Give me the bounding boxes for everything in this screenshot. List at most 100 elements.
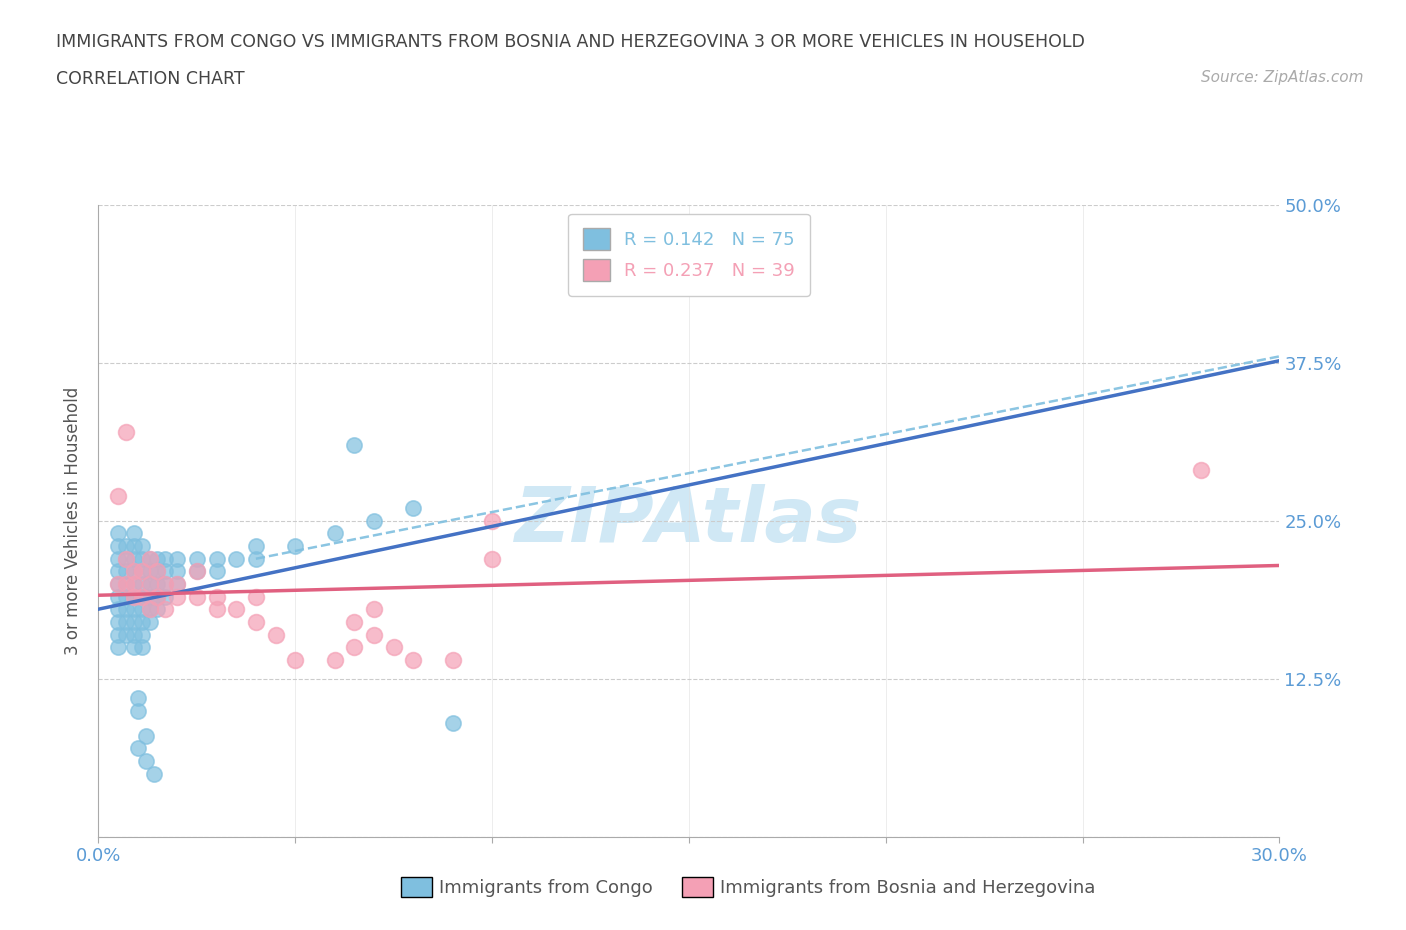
Point [122,577,145,591]
Point [245,615,267,630]
Text: Source: ZipAtlas.com: Source: ZipAtlas.com [1201,70,1364,85]
Point [205,564,228,578]
Point [343,615,366,630]
Point [107,640,129,655]
Point [264,627,287,642]
Point [115,538,138,553]
Point [138,564,160,578]
Point [155,577,177,591]
Point [142,766,165,781]
Text: IMMIGRANTS FROM CONGO VS IMMIGRANTS FROM BOSNIA AND HERZEGOVINA 3 OR MORE VEHICL: IMMIGRANTS FROM CONGO VS IMMIGRANTS FROM… [56,33,1085,50]
Point [146,590,169,604]
Point [122,627,145,642]
Point [146,590,169,604]
Point [131,564,153,578]
Point [245,590,267,604]
Point [107,615,129,630]
Point [166,577,188,591]
Point [107,564,129,578]
Point [131,590,153,604]
Point [205,602,228,617]
Point [131,640,153,655]
Point [131,602,153,617]
Point [138,590,160,604]
Point [115,590,138,604]
Point [122,538,145,553]
Point [107,538,129,553]
Point [138,602,160,617]
Point [205,551,228,566]
Point [205,590,228,604]
Point [245,538,267,553]
Point [122,526,145,541]
Point [115,577,138,591]
Point [186,564,208,578]
Point [402,500,425,515]
Point [166,564,188,578]
Text: CORRELATION CHART: CORRELATION CHART [56,70,245,87]
Point [135,753,157,768]
Point [363,627,385,642]
Point [138,615,160,630]
Point [155,590,177,604]
Text: Immigrants from Congo: Immigrants from Congo [439,879,652,897]
Point [122,564,145,578]
Point [284,538,307,553]
Point [138,551,160,566]
Point [363,513,385,528]
Point [146,564,169,578]
Point [138,577,160,591]
Point [127,703,149,718]
Point [115,615,138,630]
Point [131,590,153,604]
Point [107,627,129,642]
Point [186,564,208,578]
Point [115,564,138,578]
Point [127,741,149,756]
Point [115,425,138,440]
Point [245,551,267,566]
Point [122,564,145,578]
Point [131,551,153,566]
Point [146,602,169,617]
Point [441,716,464,731]
Point [186,551,208,566]
Legend: R = 0.142   N = 75, R = 0.237   N = 39: R = 0.142 N = 75, R = 0.237 N = 39 [568,214,810,296]
Point [122,615,145,630]
Point [115,577,138,591]
Point [155,602,177,617]
Point [1189,463,1212,478]
Point [382,640,405,655]
Point [122,640,145,655]
Point [131,577,153,591]
Point [131,627,153,642]
Point [323,653,346,668]
Point [402,653,425,668]
Point [107,488,129,503]
Point [107,590,129,604]
Point [115,551,138,566]
Point [343,437,366,452]
Point [363,602,385,617]
Point [166,577,188,591]
Text: Immigrants from Bosnia and Herzegovina: Immigrants from Bosnia and Herzegovina [720,879,1095,897]
Point [115,627,138,642]
Point [122,590,145,604]
Point [155,564,177,578]
Point [135,728,157,743]
Point [166,590,188,604]
Point [107,551,129,566]
Point [481,551,503,566]
Point [166,551,188,566]
Point [481,513,503,528]
Point [122,602,145,617]
Point [146,551,169,566]
Point [107,577,129,591]
Point [127,690,149,705]
Point [122,551,145,566]
Point [131,564,153,578]
Point [107,577,129,591]
Point [284,653,307,668]
Point [138,551,160,566]
Point [343,640,366,655]
